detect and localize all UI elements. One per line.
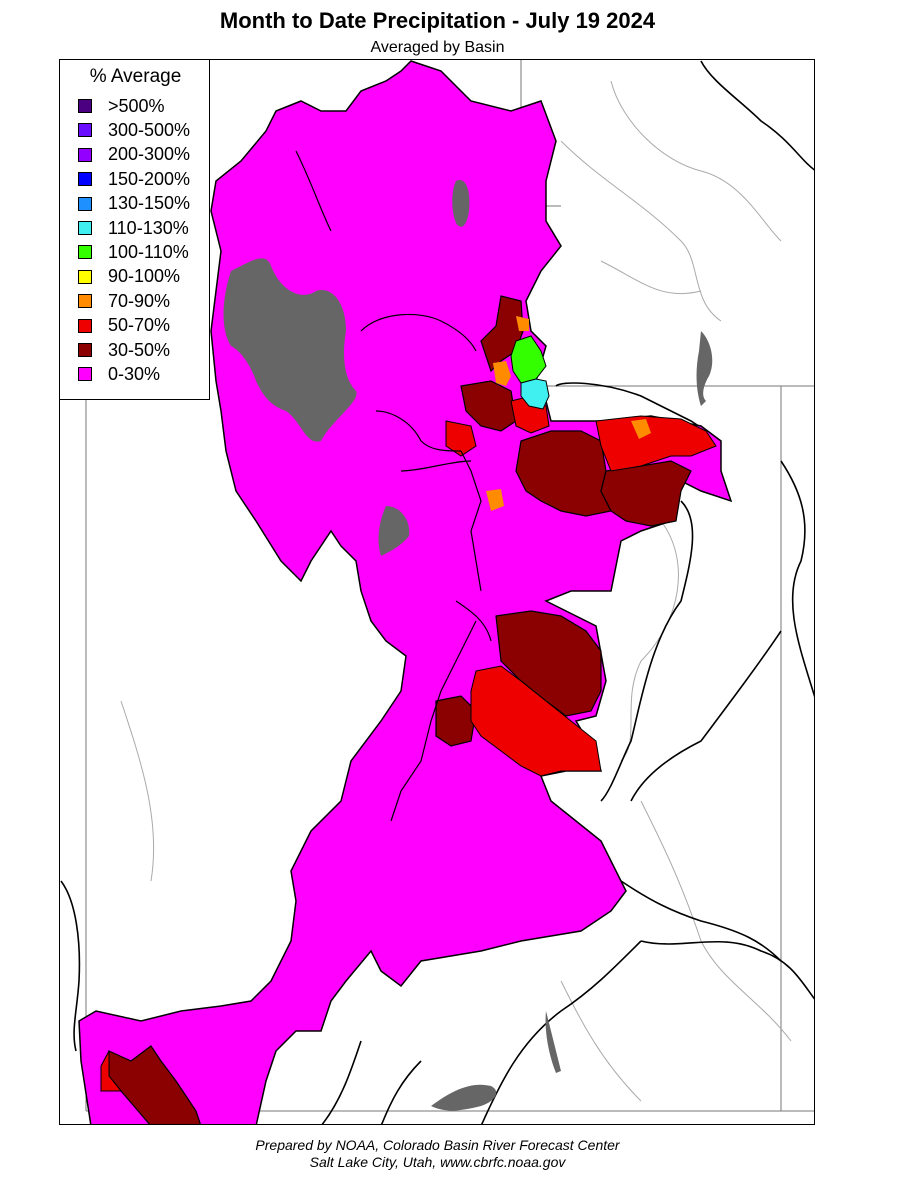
legend-item: 100-110% (78, 242, 189, 262)
basin-divides (295, 150, 492, 822)
no-data-areas (223, 180, 713, 1111)
legend-swatch (78, 147, 92, 162)
footer-location: Salt Lake City, Utah, www.cbrfc.noaa.gov (309, 1154, 566, 1170)
legend-item: 300-500% (78, 120, 190, 140)
legend-swatch (78, 172, 92, 187)
legend-item: 70-90% (78, 291, 170, 311)
legend-swatch (78, 196, 92, 211)
basin-70-90 (486, 316, 651, 511)
legend-label: 0-30% (108, 363, 161, 384)
map-area[interactable] (59, 59, 815, 1125)
basin-110-130 (520, 378, 550, 410)
legend-swatch (78, 294, 92, 309)
legend-item: 50-70% (78, 315, 171, 336)
footer-credit: Prepared by NOAA, Colorado Basin River F… (255, 1137, 620, 1153)
legend-item: 130-150% (78, 193, 191, 214)
legend-label: 150-200% (108, 168, 191, 189)
legend-title: % Average (89, 66, 182, 87)
legend-label: 90-100% (108, 266, 181, 287)
map-title: Month to Date Precipitation - July 19 20… (219, 8, 656, 33)
legend-swatch (78, 99, 92, 113)
legend-label: 100-110% (108, 241, 189, 262)
legend-label: 110-130% (108, 217, 189, 238)
legend-item: 0-30% (78, 364, 160, 384)
basin-map (60, 60, 814, 1124)
legend-swatch (78, 221, 92, 235)
legend-label: >500% (108, 95, 165, 116)
legend-item: 30-50% (78, 340, 170, 360)
legend: % Average >500% 300-500% 200-300% 150-200% 1… (59, 59, 210, 400)
legend-label: 70-90% (108, 290, 171, 311)
legend-item: 110-130% (78, 218, 189, 238)
legend-item: 200-300% (78, 144, 191, 165)
basin-outlines (60, 60, 814, 1124)
legend-label: 200-300% (108, 144, 191, 165)
legend-swatch (78, 343, 92, 357)
basin-50-70 (100, 395, 717, 1092)
legend-item: 150-200% (78, 169, 190, 189)
legend-label: 300-500% (108, 119, 191, 140)
legend-label: 50-70% (108, 315, 171, 336)
legend-item: >500% (78, 96, 165, 116)
legend-item: 90-100% (78, 266, 181, 287)
river-lines (120, 80, 792, 1102)
legend-swatch (78, 269, 92, 284)
map-subtitle: Averaged by Basin (370, 39, 505, 56)
legend-swatch (78, 318, 92, 333)
legend-label: 130-150% (108, 193, 191, 214)
legend-swatch (78, 367, 92, 382)
legend-swatch (78, 245, 92, 260)
legend-label: 30-50% (108, 339, 171, 360)
legend-swatch (78, 123, 92, 138)
